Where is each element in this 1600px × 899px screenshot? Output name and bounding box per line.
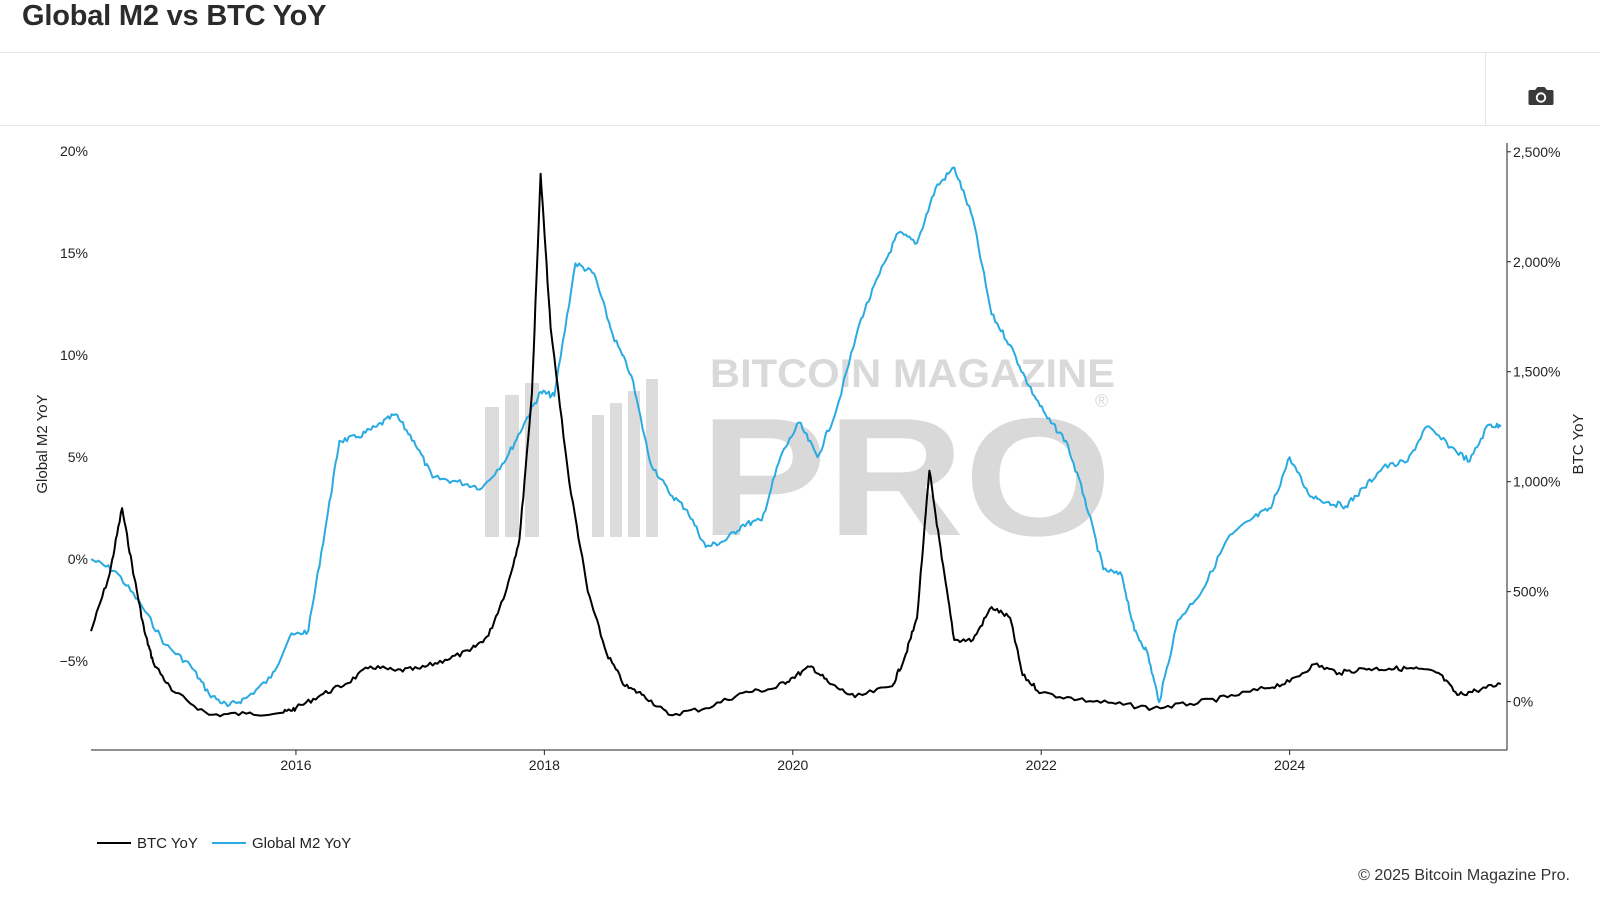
left-axis-ticks: 20% 15% 10% 5% 0% −5%	[60, 143, 88, 669]
chart: BITCOIN MAGAZINE PRO ® 2016 2018 2020 2022 2…	[34, 143, 1587, 852]
right-tick-label: 500%	[1513, 584, 1549, 600]
left-tick-label: 15%	[60, 245, 88, 261]
right-axis-title: BTC YoY	[1570, 414, 1587, 475]
left-tick-label: −5%	[60, 653, 88, 669]
right-tick-label: 0%	[1513, 694, 1533, 710]
x-tick-label: 2020	[777, 757, 808, 773]
watermark-line2: PRO	[700, 383, 1112, 571]
watermark-line1: BITCOIN MAGAZINE	[710, 352, 1115, 396]
chart-toolbar	[0, 52, 1600, 126]
right-tick-label: 1,000%	[1513, 474, 1560, 490]
legend-label-m2: Global M2 YoY	[252, 835, 351, 852]
legend: BTC YoY Global M2 YoY	[97, 835, 351, 852]
watermark-logo-mark	[485, 379, 658, 537]
right-tick-label: 2,500%	[1513, 144, 1560, 160]
camera-icon	[1528, 87, 1554, 105]
legend-item-global-m2-yoy[interactable]: Global M2 YoY	[212, 835, 351, 852]
page-title: Global M2 vs BTC YoY	[22, 0, 327, 32]
right-axis-ticks: 2,500% 2,000% 1,500% 1,000% 500% 0%	[1507, 144, 1560, 710]
left-tick-label: 0%	[68, 551, 88, 567]
left-axis-title: Global M2 YoY	[34, 394, 51, 493]
watermark-registered-mark: ®	[1095, 391, 1108, 411]
x-tick-label: 2024	[1274, 757, 1305, 773]
x-axis-ticks: 2016 2018 2020 2022 2024	[280, 750, 1305, 773]
left-tick-label: 20%	[60, 143, 88, 159]
x-tick-label: 2022	[1026, 757, 1057, 773]
x-tick-label: 2016	[280, 757, 311, 773]
right-tick-label: 2,000%	[1513, 254, 1560, 270]
right-tick-label: 1,500%	[1513, 364, 1560, 380]
watermark: BITCOIN MAGAZINE PRO ®	[485, 352, 1115, 571]
download-screenshot-button[interactable]	[1527, 83, 1555, 109]
legend-label-btc: BTC YoY	[137, 835, 198, 852]
left-tick-label: 10%	[60, 347, 88, 363]
series-line-btc-yoy[interactable]	[90, 172, 1502, 718]
series-line-global-m2-yoy[interactable]	[90, 166, 1502, 708]
legend-item-btc-yoy[interactable]: BTC YoY	[97, 835, 198, 852]
left-tick-label: 5%	[68, 449, 88, 465]
copyright-notice: © 2025 Bitcoin Magazine Pro.	[1358, 867, 1570, 884]
toolbar-divider	[1485, 53, 1486, 125]
x-tick-label: 2018	[529, 757, 560, 773]
